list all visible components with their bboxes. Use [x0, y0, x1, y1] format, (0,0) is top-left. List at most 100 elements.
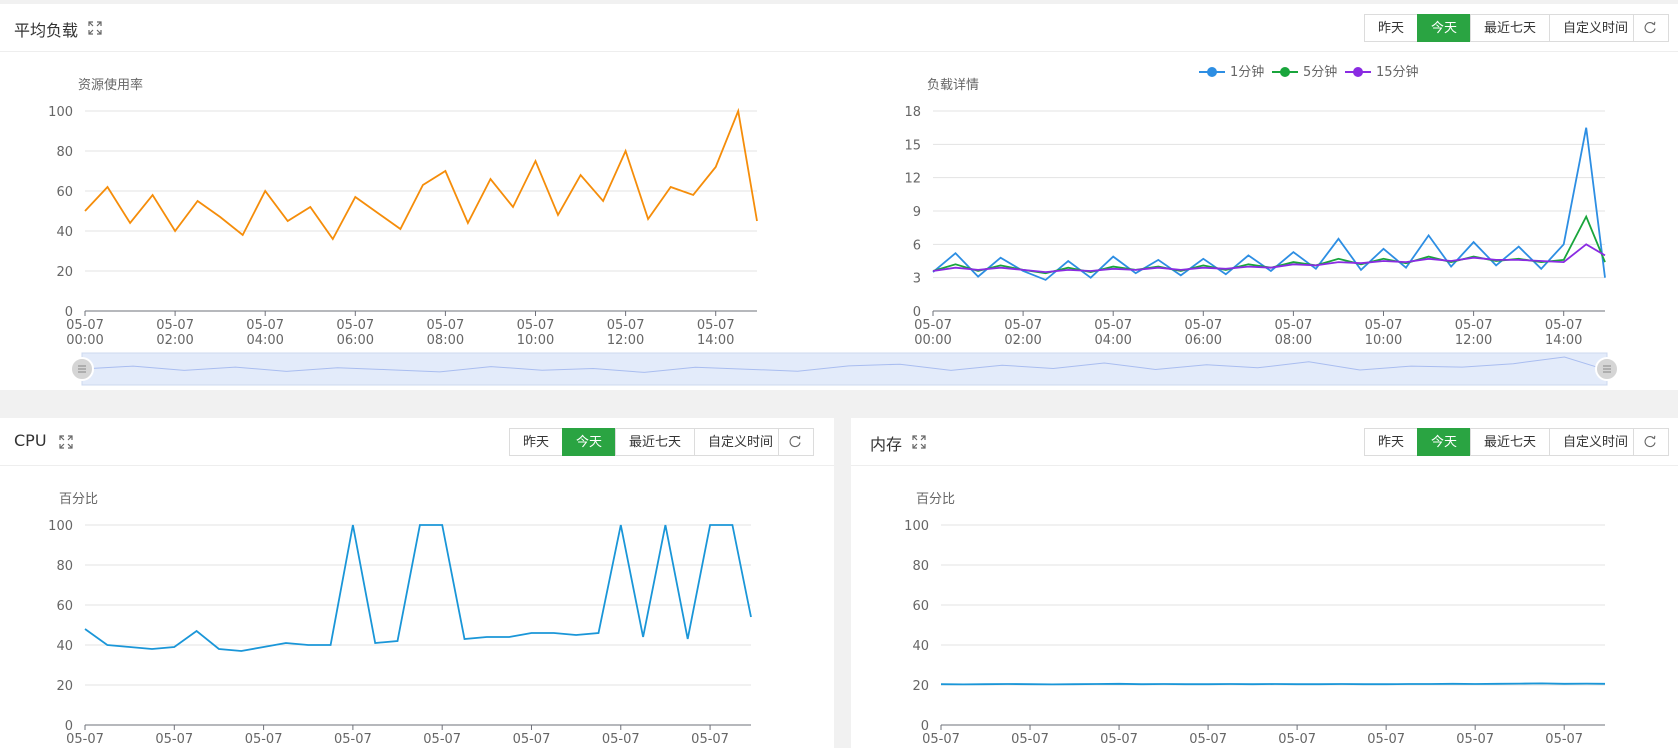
x-tick-date: 05-07: [423, 732, 461, 747]
header-divider: [0, 465, 834, 466]
x-tick-date: 05-07: [914, 318, 952, 333]
range-button[interactable]: 最近七天: [1470, 14, 1551, 42]
range-button[interactable]: 最近七天: [615, 428, 696, 456]
range-button[interactable]: 今天: [1417, 14, 1472, 42]
x-tick-time: 04:00: [1094, 333, 1131, 348]
y-tick-label: 80: [56, 145, 73, 160]
x-tick-date: 05-07: [517, 318, 555, 333]
range-button[interactable]: 最近七天: [1470, 428, 1551, 456]
x-tick-time: 08:00: [427, 333, 464, 348]
x-tick-time: 02:00: [1004, 333, 1041, 348]
x-tick-date: 05-07: [1545, 732, 1583, 747]
y-tick-label: 0: [65, 719, 73, 734]
x-tick-date: 05-07: [1545, 318, 1583, 333]
legend-label: 1分钟: [1230, 64, 1264, 80]
memory-panel: [851, 418, 1678, 748]
expand-icon[interactable]: [59, 435, 73, 449]
range-buttons: 昨天 今天 最近七天 自定义时间: [1364, 14, 1643, 42]
legend-marker: [1207, 67, 1217, 77]
y-tick-label: 9: [913, 205, 921, 220]
x-tick-date: 05-07: [697, 318, 735, 333]
y-tick-label: 100: [904, 519, 929, 534]
cpu-panel: [0, 418, 834, 748]
x-tick-date: 05-07: [1365, 318, 1403, 333]
x-tick-date: 05-07: [602, 732, 640, 747]
x-tick-time: 12:00: [1455, 333, 1492, 348]
x-tick-date: 05-07: [156, 318, 194, 333]
header-divider: [0, 51, 1678, 52]
data-line: [932, 127, 1606, 281]
x-tick-date: 05-07: [334, 732, 372, 747]
x-tick-time: 08:00: [1275, 333, 1312, 348]
y-tick-label: 12: [904, 172, 921, 187]
data-line: [932, 243, 1606, 274]
legend-marker: [1353, 67, 1363, 77]
x-tick-date: 05-07: [1011, 732, 1049, 747]
x-tick-date: 05-07: [1004, 318, 1042, 333]
x-tick-date: 05-07: [66, 732, 104, 747]
y-axis-label: 百分比: [59, 492, 98, 507]
zoom-handle-grip: [1603, 365, 1611, 373]
y-tick-label: 40: [56, 639, 73, 654]
x-tick-time: 00:00: [914, 333, 951, 348]
x-tick-date: 05-07: [1100, 732, 1138, 747]
y-tick-label: 0: [913, 305, 921, 320]
expand-icon[interactable]: [88, 21, 102, 35]
y-tick-label: 0: [921, 719, 929, 734]
x-tick-date: 05-07: [1455, 318, 1493, 333]
data-line: [84, 107, 758, 241]
x-tick-date: 05-07: [922, 732, 960, 747]
panel-title: CPU: [14, 431, 47, 450]
x-tick-date: 05-07: [691, 732, 729, 747]
data-line: [940, 682, 1606, 686]
panel-title: 内存: [870, 435, 903, 454]
data-line: [84, 524, 752, 652]
y-tick-label: 80: [56, 559, 73, 574]
y-tick-label: 18: [904, 105, 921, 120]
y-tick-label: 0: [65, 305, 73, 320]
y-tick-label: 3: [913, 272, 921, 287]
y-tick-label: 20: [56, 679, 73, 694]
x-tick-date: 05-07: [66, 318, 104, 333]
range-button[interactable]: 自定义时间: [1549, 14, 1643, 42]
data-line: [932, 214, 1606, 275]
y-tick-label: 20: [912, 679, 929, 694]
y-axis-label: 百分比: [916, 492, 955, 507]
x-tick-date: 05-07: [336, 318, 374, 333]
x-tick-date: 05-07: [1367, 732, 1405, 747]
panel-title: 平均负载: [14, 21, 79, 40]
zoom-overview: [81, 356, 1608, 373]
x-tick-date: 05-07: [1184, 318, 1222, 333]
y-tick-label: 60: [56, 185, 73, 200]
legend-label: 15分钟: [1376, 64, 1419, 80]
x-tick-date: 05-07: [246, 318, 284, 333]
y-axis-label: 资源使用率: [78, 77, 143, 93]
y-tick-label: 40: [56, 225, 73, 240]
x-tick-date: 05-07: [245, 732, 283, 747]
y-axis-label: 负载详情: [927, 78, 979, 93]
refresh-button[interactable]: [778, 428, 814, 456]
y-tick-label: 15: [904, 138, 921, 153]
range-button[interactable]: 今天: [1417, 428, 1472, 456]
x-tick-time: 02:00: [156, 333, 193, 348]
y-tick-label: 100: [48, 105, 73, 120]
range-button[interactable]: 今天: [562, 428, 617, 456]
x-tick-date: 05-07: [1278, 732, 1316, 747]
expand-icon[interactable]: [912, 435, 926, 449]
range-buttons: 昨天 今天 最近七天 自定义时间: [1364, 428, 1643, 456]
range-buttons: 昨天 今天 最近七天 自定义时间: [509, 428, 788, 456]
y-tick-label: 100: [48, 519, 73, 534]
x-tick-date: 05-07: [1275, 318, 1313, 333]
legend-label: 5分钟: [1303, 64, 1337, 80]
refresh-button[interactable]: [1633, 428, 1669, 456]
range-button[interactable]: 自定义时间: [1549, 428, 1643, 456]
x-tick-date: 05-07: [1456, 732, 1494, 747]
range-button[interactable]: 昨天: [1364, 14, 1419, 42]
x-tick-time: 12:00: [607, 333, 644, 348]
refresh-button[interactable]: [1633, 14, 1669, 42]
range-button[interactable]: 自定义时间: [694, 428, 788, 456]
y-tick-label: 40: [912, 639, 929, 654]
load-panel: [0, 4, 1678, 390]
x-tick-time: 10:00: [1365, 333, 1402, 348]
